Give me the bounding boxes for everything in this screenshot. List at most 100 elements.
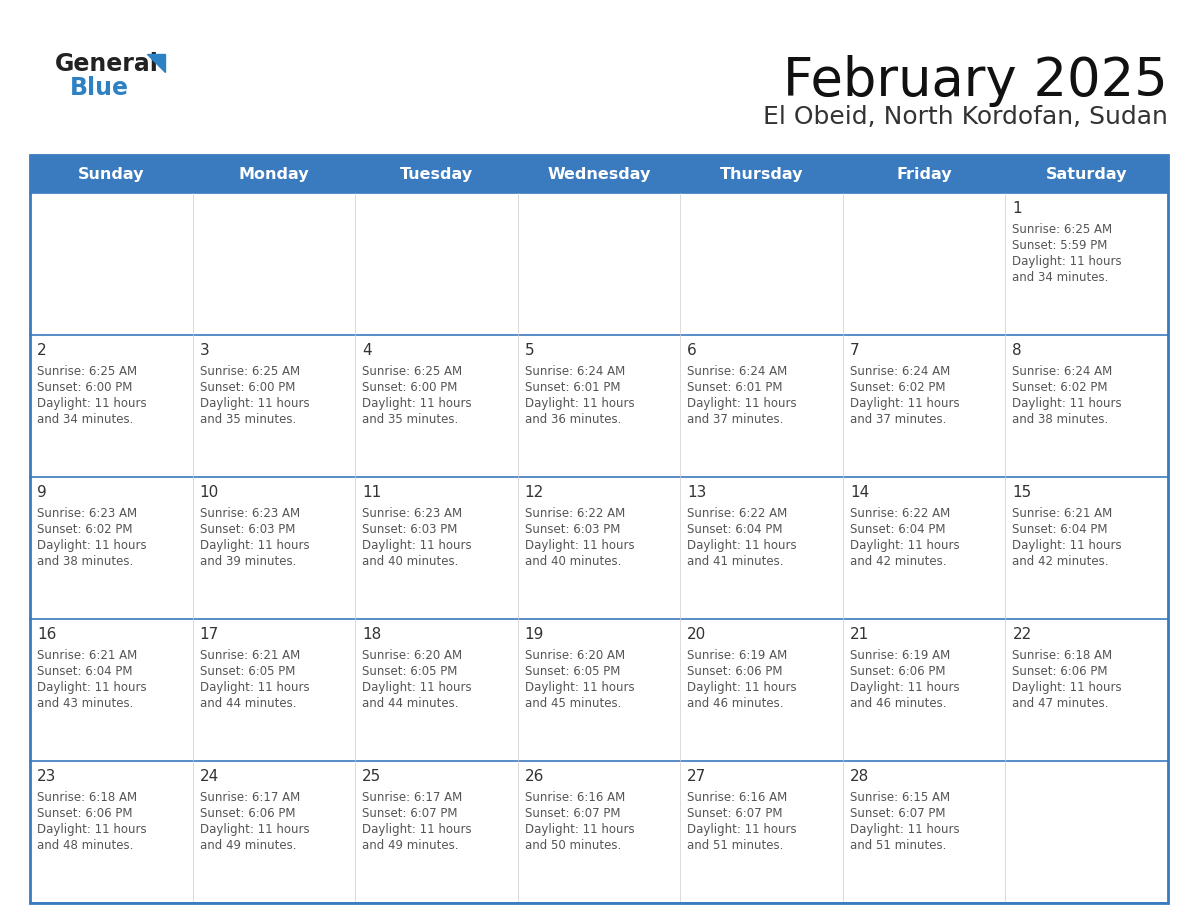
- Text: Daylight: 11 hours: Daylight: 11 hours: [849, 397, 960, 410]
- Bar: [518, 155, 681, 193]
- Text: Monday: Monday: [239, 166, 309, 182]
- Text: Daylight: 11 hours: Daylight: 11 hours: [688, 823, 797, 836]
- Text: 14: 14: [849, 485, 870, 500]
- Text: Sunrise: 6:21 AM: Sunrise: 6:21 AM: [37, 649, 138, 662]
- Bar: [30, 193, 1168, 903]
- Text: Sunrise: 6:18 AM: Sunrise: 6:18 AM: [37, 791, 137, 804]
- Text: and 43 minutes.: and 43 minutes.: [37, 697, 133, 710]
- Text: Sunset: 6:07 PM: Sunset: 6:07 PM: [688, 807, 783, 820]
- Text: Sunset: 6:02 PM: Sunset: 6:02 PM: [849, 381, 946, 394]
- Text: Tuesday: Tuesday: [400, 166, 473, 182]
- Text: Sunrise: 6:18 AM: Sunrise: 6:18 AM: [1012, 649, 1112, 662]
- Text: 22: 22: [1012, 627, 1031, 642]
- Text: and 46 minutes.: and 46 minutes.: [688, 697, 784, 710]
- Text: Daylight: 11 hours: Daylight: 11 hours: [362, 681, 472, 694]
- Text: and 42 minutes.: and 42 minutes.: [1012, 555, 1108, 568]
- Text: and 37 minutes.: and 37 minutes.: [688, 413, 784, 426]
- Text: Sunrise: 6:24 AM: Sunrise: 6:24 AM: [525, 365, 625, 378]
- Text: and 48 minutes.: and 48 minutes.: [37, 839, 133, 852]
- Text: 3: 3: [200, 343, 209, 358]
- Text: Daylight: 11 hours: Daylight: 11 hours: [37, 823, 146, 836]
- Text: 8: 8: [1012, 343, 1022, 358]
- Text: 21: 21: [849, 627, 870, 642]
- Text: and 51 minutes.: and 51 minutes.: [688, 839, 784, 852]
- Text: Sunset: 6:06 PM: Sunset: 6:06 PM: [200, 807, 295, 820]
- Text: Daylight: 11 hours: Daylight: 11 hours: [849, 681, 960, 694]
- Text: Sunrise: 6:22 AM: Sunrise: 6:22 AM: [849, 507, 950, 520]
- Text: Daylight: 11 hours: Daylight: 11 hours: [688, 539, 797, 552]
- Bar: [681, 155, 842, 193]
- Text: Daylight: 11 hours: Daylight: 11 hours: [849, 539, 960, 552]
- Text: 23: 23: [37, 769, 56, 784]
- Text: Sunrise: 6:24 AM: Sunrise: 6:24 AM: [688, 365, 788, 378]
- Text: and 38 minutes.: and 38 minutes.: [1012, 413, 1108, 426]
- Text: Sunset: 6:04 PM: Sunset: 6:04 PM: [1012, 523, 1108, 536]
- Text: Sunday: Sunday: [78, 166, 145, 182]
- Text: and 41 minutes.: and 41 minutes.: [688, 555, 784, 568]
- Text: 15: 15: [1012, 485, 1031, 500]
- Text: 2: 2: [37, 343, 46, 358]
- Text: 26: 26: [525, 769, 544, 784]
- Text: Sunrise: 6:22 AM: Sunrise: 6:22 AM: [525, 507, 625, 520]
- Text: Daylight: 11 hours: Daylight: 11 hours: [200, 397, 309, 410]
- Text: Sunrise: 6:25 AM: Sunrise: 6:25 AM: [362, 365, 462, 378]
- Text: Sunrise: 6:16 AM: Sunrise: 6:16 AM: [525, 791, 625, 804]
- Bar: [30, 155, 1168, 903]
- Text: Sunrise: 6:25 AM: Sunrise: 6:25 AM: [200, 365, 299, 378]
- Bar: [842, 155, 1005, 193]
- Text: Sunset: 6:06 PM: Sunset: 6:06 PM: [688, 665, 783, 678]
- Text: Sunrise: 6:21 AM: Sunrise: 6:21 AM: [200, 649, 299, 662]
- Text: Sunset: 6:04 PM: Sunset: 6:04 PM: [688, 523, 783, 536]
- Text: Sunset: 6:06 PM: Sunset: 6:06 PM: [1012, 665, 1108, 678]
- Text: and 50 minutes.: and 50 minutes.: [525, 839, 621, 852]
- Text: 4: 4: [362, 343, 372, 358]
- Text: Sunrise: 6:24 AM: Sunrise: 6:24 AM: [849, 365, 950, 378]
- Text: and 34 minutes.: and 34 minutes.: [1012, 271, 1108, 284]
- Text: Sunset: 6:00 PM: Sunset: 6:00 PM: [362, 381, 457, 394]
- Text: Sunset: 6:05 PM: Sunset: 6:05 PM: [362, 665, 457, 678]
- Text: Sunrise: 6:23 AM: Sunrise: 6:23 AM: [200, 507, 299, 520]
- Text: Blue: Blue: [70, 76, 129, 100]
- Text: Sunrise: 6:21 AM: Sunrise: 6:21 AM: [1012, 507, 1113, 520]
- Text: and 45 minutes.: and 45 minutes.: [525, 697, 621, 710]
- Text: Daylight: 11 hours: Daylight: 11 hours: [525, 681, 634, 694]
- Bar: [192, 155, 355, 193]
- Text: Daylight: 11 hours: Daylight: 11 hours: [362, 397, 472, 410]
- Bar: [1005, 155, 1168, 193]
- Text: 16: 16: [37, 627, 56, 642]
- Text: Sunrise: 6:25 AM: Sunrise: 6:25 AM: [37, 365, 137, 378]
- Text: Sunset: 6:03 PM: Sunset: 6:03 PM: [525, 523, 620, 536]
- Text: Sunset: 6:02 PM: Sunset: 6:02 PM: [1012, 381, 1108, 394]
- Text: and 44 minutes.: and 44 minutes.: [362, 697, 459, 710]
- Text: Sunrise: 6:20 AM: Sunrise: 6:20 AM: [362, 649, 462, 662]
- Text: 12: 12: [525, 485, 544, 500]
- Text: Daylight: 11 hours: Daylight: 11 hours: [1012, 255, 1121, 268]
- Bar: [30, 155, 192, 193]
- Text: and 35 minutes.: and 35 minutes.: [200, 413, 296, 426]
- Text: and 40 minutes.: and 40 minutes.: [525, 555, 621, 568]
- Text: Sunset: 6:01 PM: Sunset: 6:01 PM: [525, 381, 620, 394]
- Text: Daylight: 11 hours: Daylight: 11 hours: [200, 681, 309, 694]
- Text: Sunrise: 6:22 AM: Sunrise: 6:22 AM: [688, 507, 788, 520]
- Text: 19: 19: [525, 627, 544, 642]
- Text: Daylight: 11 hours: Daylight: 11 hours: [37, 539, 146, 552]
- Text: Sunrise: 6:17 AM: Sunrise: 6:17 AM: [200, 791, 299, 804]
- Text: and 35 minutes.: and 35 minutes.: [362, 413, 459, 426]
- Text: and 34 minutes.: and 34 minutes.: [37, 413, 133, 426]
- Text: Sunrise: 6:15 AM: Sunrise: 6:15 AM: [849, 791, 950, 804]
- Text: Sunset: 6:07 PM: Sunset: 6:07 PM: [849, 807, 946, 820]
- Text: 27: 27: [688, 769, 707, 784]
- Text: Sunrise: 6:19 AM: Sunrise: 6:19 AM: [688, 649, 788, 662]
- Text: Daylight: 11 hours: Daylight: 11 hours: [362, 823, 472, 836]
- Text: Sunrise: 6:23 AM: Sunrise: 6:23 AM: [37, 507, 137, 520]
- Text: Sunrise: 6:16 AM: Sunrise: 6:16 AM: [688, 791, 788, 804]
- Text: Sunset: 6:04 PM: Sunset: 6:04 PM: [37, 665, 133, 678]
- Text: Sunset: 6:05 PM: Sunset: 6:05 PM: [525, 665, 620, 678]
- Text: Sunset: 6:04 PM: Sunset: 6:04 PM: [849, 523, 946, 536]
- Text: Friday: Friday: [896, 166, 952, 182]
- Text: General: General: [55, 52, 159, 76]
- Text: and 36 minutes.: and 36 minutes.: [525, 413, 621, 426]
- Text: Daylight: 11 hours: Daylight: 11 hours: [37, 397, 146, 410]
- Text: Sunrise: 6:25 AM: Sunrise: 6:25 AM: [1012, 223, 1112, 236]
- Text: Sunset: 6:03 PM: Sunset: 6:03 PM: [362, 523, 457, 536]
